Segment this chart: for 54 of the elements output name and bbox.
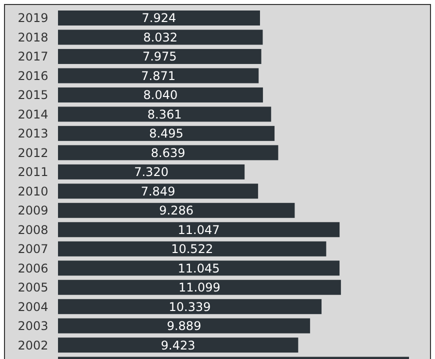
data-label: 7.849 (140, 184, 176, 198)
data-label: 8.040 (143, 88, 178, 102)
data-label: 8.361 (147, 107, 182, 122)
y-tick-label: 2005 (18, 280, 48, 295)
y-tick-label: 2017 (18, 50, 48, 64)
bar (58, 241, 326, 256)
y-tick-label: 2002 (18, 338, 48, 352)
bar (58, 48, 262, 64)
bar (58, 299, 322, 314)
y-tick-label: 2012 (18, 146, 48, 160)
y-tick-label: 2011 (18, 165, 48, 180)
y-tick-label: 2013 (18, 126, 48, 141)
bar (58, 280, 341, 295)
data-label: 9.889 (166, 319, 202, 334)
y-tick-label: 2014 (18, 107, 48, 122)
bar (58, 68, 259, 84)
data-label: 11.099 (178, 280, 220, 295)
bar (58, 126, 275, 141)
y-tick-label: 2019 (18, 11, 48, 26)
bar (58, 222, 340, 238)
data-label: 7.320 (134, 165, 168, 180)
bar (58, 164, 245, 180)
bar (58, 202, 295, 218)
y-tick-label: 2004 (18, 300, 48, 314)
bar (58, 30, 263, 45)
data-label: 7.975 (142, 50, 177, 64)
data-label: 11.047 (178, 222, 220, 237)
bar (58, 184, 258, 199)
data-label: 7.924 (142, 11, 176, 26)
data-label: 11.045 (178, 261, 220, 276)
y-tick-label: 2010 (18, 184, 48, 198)
bar (58, 260, 340, 276)
data-label: 10.339 (168, 300, 211, 314)
data-label: 9.286 (159, 204, 194, 218)
bar (58, 338, 298, 353)
y-tick-label: 2003 (18, 319, 48, 334)
data-label: 8.639 (150, 146, 186, 160)
bar (58, 87, 263, 102)
y-tick-label: 2007 (18, 242, 48, 256)
bar (58, 318, 310, 334)
y-tick-label: 2006 (18, 261, 48, 276)
y-tick-label: 2009 (18, 204, 48, 218)
data-label: 10.522 (171, 242, 214, 256)
data-label: 8.032 (143, 30, 178, 44)
data-label: 9.423 (160, 338, 196, 352)
data-label: 7.871 (141, 68, 176, 83)
y-tick-label: 2016 (18, 68, 48, 83)
y-tick-label: 2015 (18, 88, 48, 102)
bar (58, 145, 278, 160)
bar (58, 106, 272, 122)
bar (58, 10, 260, 26)
y-tick-label: 2018 (18, 30, 48, 44)
data-label: 8.495 (149, 126, 184, 141)
y-tick-label: 2008 (18, 222, 48, 237)
